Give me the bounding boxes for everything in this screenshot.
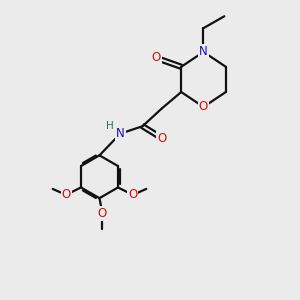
- Text: O: O: [128, 188, 137, 201]
- Text: H: H: [106, 121, 114, 131]
- Text: N: N: [199, 45, 208, 58]
- Text: O: O: [61, 188, 71, 201]
- Text: O: O: [199, 100, 208, 113]
- Text: O: O: [151, 51, 160, 64]
- Text: O: O: [98, 207, 107, 220]
- Text: O: O: [157, 132, 167, 145]
- Text: N: N: [116, 127, 125, 140]
